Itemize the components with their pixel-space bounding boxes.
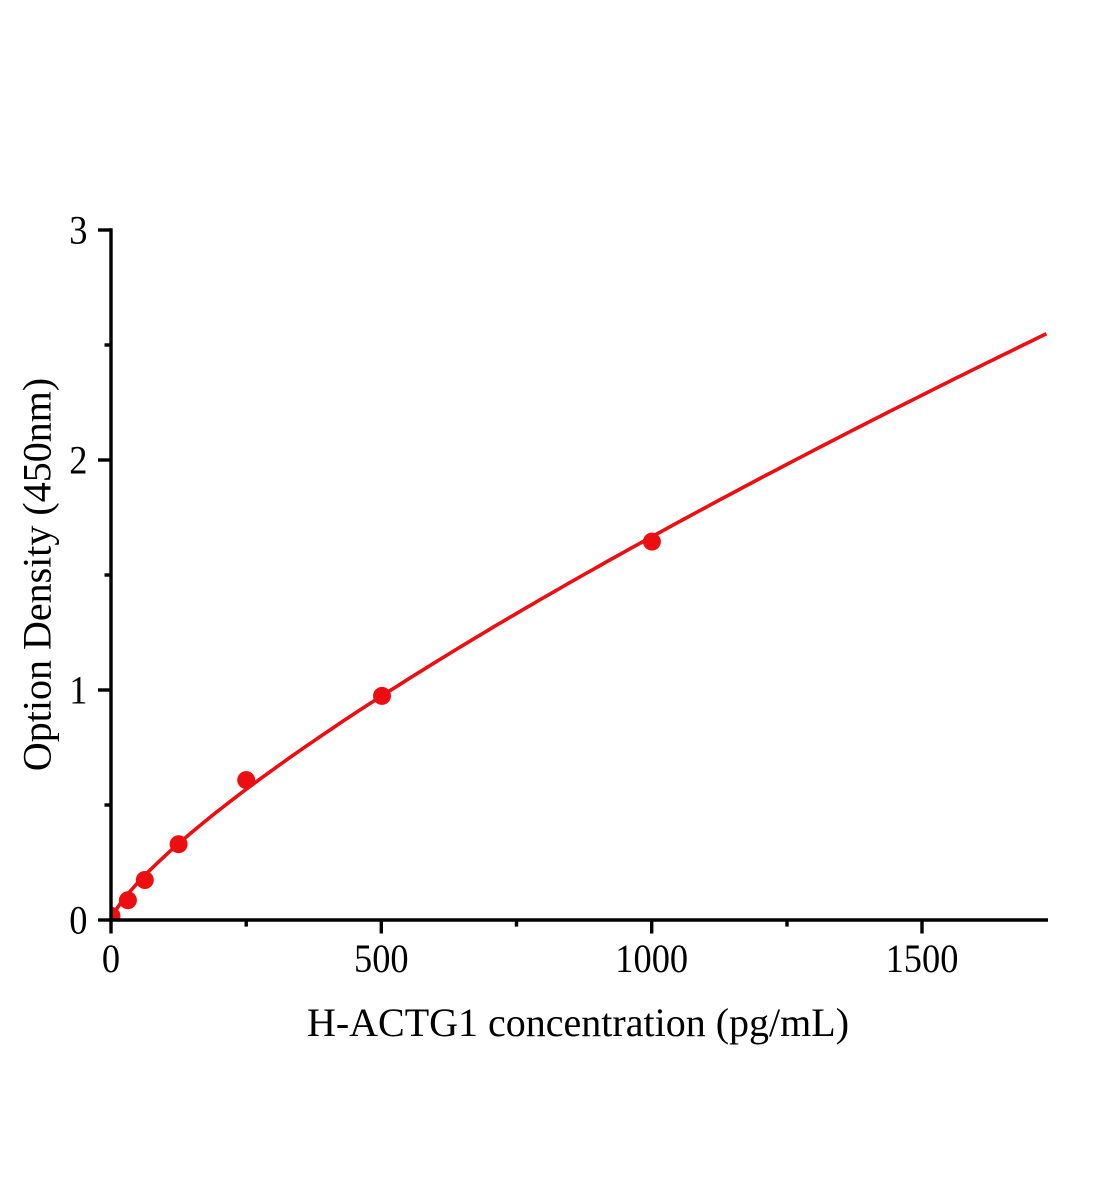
svg-text:1000: 1000 bbox=[615, 937, 688, 981]
svg-text:3: 3 bbox=[69, 209, 87, 253]
svg-text:Option Density (450nm): Option Density (450nm) bbox=[14, 378, 59, 771]
svg-text:0: 0 bbox=[102, 937, 120, 981]
svg-text:1: 1 bbox=[69, 669, 87, 713]
svg-text:H-ACTG1 concentration (pg/mL): H-ACTG1 concentration (pg/mL) bbox=[307, 1000, 849, 1045]
svg-text:1500: 1500 bbox=[886, 937, 959, 981]
svg-text:500: 500 bbox=[354, 937, 409, 981]
svg-text:0: 0 bbox=[69, 899, 87, 943]
svg-text:2: 2 bbox=[69, 439, 87, 483]
